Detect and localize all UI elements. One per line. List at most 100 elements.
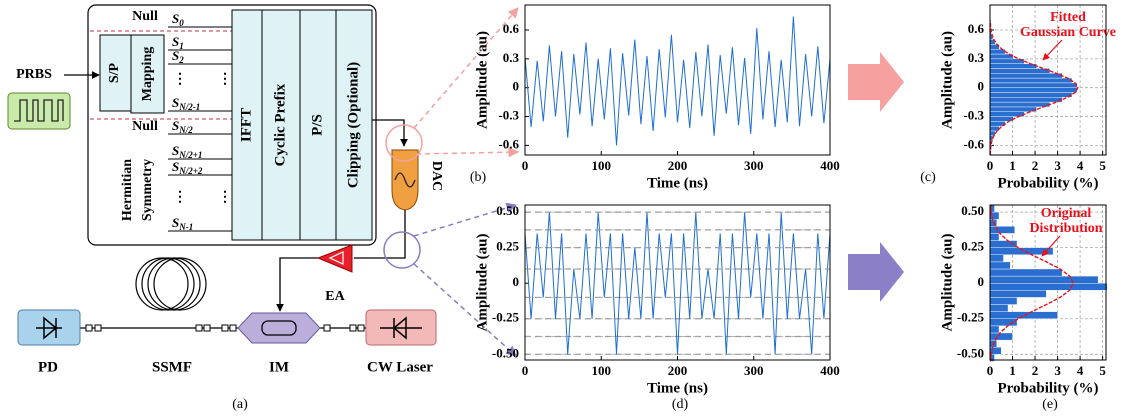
block-label: Clipping (Optional)	[345, 62, 361, 188]
histogram-bar	[989, 233, 1000, 241]
ellipsis: ⋮	[173, 190, 187, 205]
histogram-bar	[989, 283, 1108, 291]
signal-trace	[524, 212, 831, 355]
subcarrier-symbol: SN/2	[172, 118, 193, 135]
histogram-bar	[989, 290, 1047, 298]
panel-label: (c)	[920, 170, 936, 185]
histogram-bar	[989, 97, 1063, 103]
x-tick-label: 0	[522, 363, 529, 378]
block-label: IFFT	[238, 108, 254, 142]
hermitian-label: Symmetry	[140, 159, 155, 221]
ssmf-label: SSMF	[152, 359, 192, 375]
histogram-bar	[989, 87, 1078, 93]
symbol-base: S	[172, 95, 179, 110]
histogram-bar	[989, 125, 1000, 132]
x-axis-title: Time (ns)	[647, 380, 708, 396]
optical-link: DAC EA PD SSMF IM CW Laser (a)	[17, 7, 520, 412]
x-tick-label: 0	[522, 158, 529, 173]
symbol-base: S	[172, 159, 179, 174]
x-tick-label: 4	[1077, 158, 1084, 173]
flow-arrow	[848, 242, 904, 302]
y-tick-label: 0	[513, 79, 520, 94]
symbol-sub: 0	[179, 18, 184, 28]
histogram-bar	[989, 226, 1015, 234]
symbol-base: S	[172, 143, 179, 158]
ellipsis: ⋮	[218, 190, 232, 205]
panel-label: (b)	[470, 170, 487, 185]
symbol-sub: 2	[178, 55, 184, 65]
subcarrier-symbol: S0	[172, 11, 184, 28]
symbol-base: S	[172, 118, 179, 133]
ellipsis: ⋮	[218, 72, 232, 87]
transmitter-dsp: S/P Mapping Null Null Hermitian Symmetry…	[87, 4, 377, 246]
panel-label: (e)	[1042, 397, 1058, 412]
symbol-sub: N/2+1	[178, 150, 202, 160]
annotation: Gaussian Curve	[1020, 25, 1116, 40]
x-tick-label: 100	[592, 158, 612, 173]
histogram-bar	[989, 63, 1037, 69]
x-tick-label: 5	[1099, 363, 1106, 378]
x-axis-title: Probability (%)	[998, 175, 1099, 191]
laser-label: CW Laser	[367, 359, 433, 375]
y-tick-label: 0	[978, 274, 985, 289]
x-tick-label: 300	[744, 158, 764, 173]
null-label: Null	[132, 9, 158, 24]
histogram-bar	[989, 261, 1011, 270]
histogram-bar	[989, 304, 1009, 312]
plot-area	[525, 5, 830, 155]
plot-frame	[989, 204, 1107, 361]
y-axis-title: Amplitude (au)	[474, 234, 490, 332]
im-label: IM	[269, 359, 289, 375]
histogram-bar	[989, 311, 1058, 319]
x-tick-label: 0	[987, 363, 994, 378]
histogram-bar	[989, 297, 1018, 305]
annotation-arrow	[1042, 39, 1063, 61]
plot-frame	[989, 4, 1107, 156]
annotation: Fitted	[1050, 10, 1086, 25]
subcarrier-symbol: SN/2+1	[172, 143, 202, 160]
subcarrier-symbol: S2	[172, 48, 184, 65]
histogram-bar	[989, 77, 1073, 84]
y-tick-label: -0.25	[957, 310, 985, 325]
y-tick-label: 0	[978, 79, 985, 94]
pd-label: PD	[38, 359, 58, 375]
y-tick-label: -0.50	[957, 345, 984, 360]
annotation-arrow	[1041, 235, 1061, 257]
prbs-label: PRBS	[16, 67, 52, 82]
histogram-bar	[989, 68, 1051, 74]
panel-label: (a)	[232, 397, 248, 412]
x-tick-label: 300	[744, 363, 764, 378]
x-tick-label: 200	[668, 158, 688, 173]
y-tick-label: -0.50	[492, 345, 519, 360]
flow-arrow	[848, 52, 904, 112]
block-label: P/S	[309, 114, 325, 136]
y-tick-label: 0	[513, 274, 520, 289]
hermitian-label: Hermitian	[120, 159, 135, 221]
x-tick-label: 5	[1099, 158, 1106, 173]
x-tick-label: 3	[1054, 363, 1061, 378]
annotation: Original	[1041, 206, 1092, 221]
y-axis-title: Amplitude (au)	[939, 31, 955, 129]
symbol-base: S	[172, 215, 179, 230]
y-tick-label: 0.6	[503, 21, 520, 36]
mapping-label: Mapping	[140, 47, 155, 101]
x-tick-label: 0	[987, 158, 994, 173]
y-tick-label: 0.6	[968, 21, 985, 36]
y-tick-label: -0.6	[963, 136, 984, 151]
y-tick-label: -0.6	[498, 136, 519, 151]
histogram-bar	[989, 275, 1099, 284]
x-tick-label: 4	[1077, 363, 1084, 378]
symbol-base: S	[172, 34, 179, 49]
histogram-bar	[989, 325, 1000, 334]
dac-label: DAC	[429, 161, 444, 191]
symbol-sub: N/2+2	[178, 166, 203, 176]
plot-frame	[524, 204, 831, 361]
histogram-bar	[989, 106, 1037, 112]
block-label: Cyclic Prefix	[272, 83, 288, 166]
y-axis-title: Amplitude (au)	[939, 234, 955, 332]
signal-trace	[524, 16, 831, 146]
y-tick-label: 0.25	[961, 239, 984, 254]
y-tick-label: 0.50	[496, 203, 519, 218]
x-tick-label: 400	[820, 158, 840, 173]
fit-curve	[989, 204, 1075, 362]
